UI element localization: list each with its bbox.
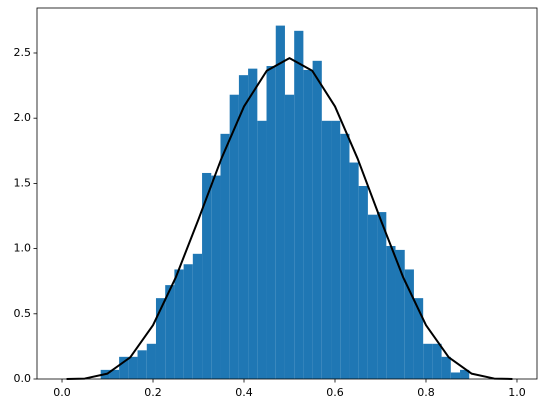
bar (349, 162, 359, 379)
bar (275, 25, 285, 380)
density-line (66, 57, 513, 380)
bar (128, 356, 138, 379)
bar (183, 264, 193, 379)
bar (367, 214, 378, 379)
bar (119, 356, 129, 379)
bar (137, 350, 147, 379)
bar (460, 369, 470, 379)
bar (220, 133, 230, 379)
bar (146, 343, 156, 379)
bar (377, 212, 387, 379)
y-tick-label: 1.0 (14, 242, 32, 255)
bar (109, 369, 120, 379)
bar (192, 253, 203, 379)
bar (155, 298, 166, 379)
axes-frame (36, 7, 538, 380)
x-tick-label: 0.0 (53, 386, 71, 399)
bar (211, 175, 221, 379)
bar (432, 343, 442, 379)
bar (321, 120, 332, 379)
x-tick-label: 0.4 (235, 386, 253, 399)
bar (248, 68, 258, 379)
bar (404, 269, 414, 379)
x-tick-label: 1.0 (508, 386, 526, 399)
y-tick-label: 2.5 (14, 46, 32, 59)
bar (165, 285, 175, 379)
bar (413, 298, 424, 379)
bar (358, 186, 368, 379)
bar (312, 60, 322, 379)
bar (257, 120, 267, 379)
y-tick-label: 1.5 (14, 176, 32, 189)
y-tick-label: 2.0 (14, 111, 32, 124)
bar (229, 94, 239, 379)
bar (340, 133, 350, 379)
bar (238, 75, 249, 379)
y-tick-label: 0.0 (14, 372, 32, 385)
x-tick-label: 0.8 (417, 386, 435, 399)
x-tick-label: 0.6 (326, 386, 344, 399)
bar (450, 372, 461, 379)
y-tick-label: 0.5 (14, 307, 32, 320)
bar (303, 69, 313, 379)
bar (294, 30, 304, 379)
bar (441, 356, 451, 379)
bar (284, 94, 295, 379)
bar (423, 343, 433, 379)
bar (202, 172, 212, 379)
bar (266, 66, 276, 379)
bar (395, 249, 405, 379)
bar (331, 120, 341, 379)
bar (174, 269, 184, 379)
x-tick-label: 0.2 (144, 386, 162, 399)
bar (386, 245, 396, 379)
